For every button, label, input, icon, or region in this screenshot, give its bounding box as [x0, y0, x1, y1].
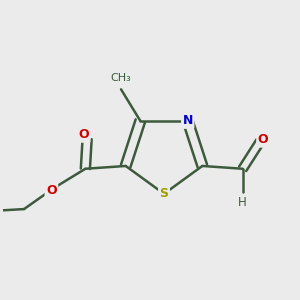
- Text: S: S: [160, 187, 169, 200]
- Text: O: O: [78, 128, 89, 141]
- Text: O: O: [258, 133, 268, 146]
- Text: O: O: [46, 184, 57, 197]
- Text: N: N: [182, 114, 193, 128]
- Text: H: H: [238, 196, 247, 209]
- Text: CH₃: CH₃: [111, 73, 131, 83]
